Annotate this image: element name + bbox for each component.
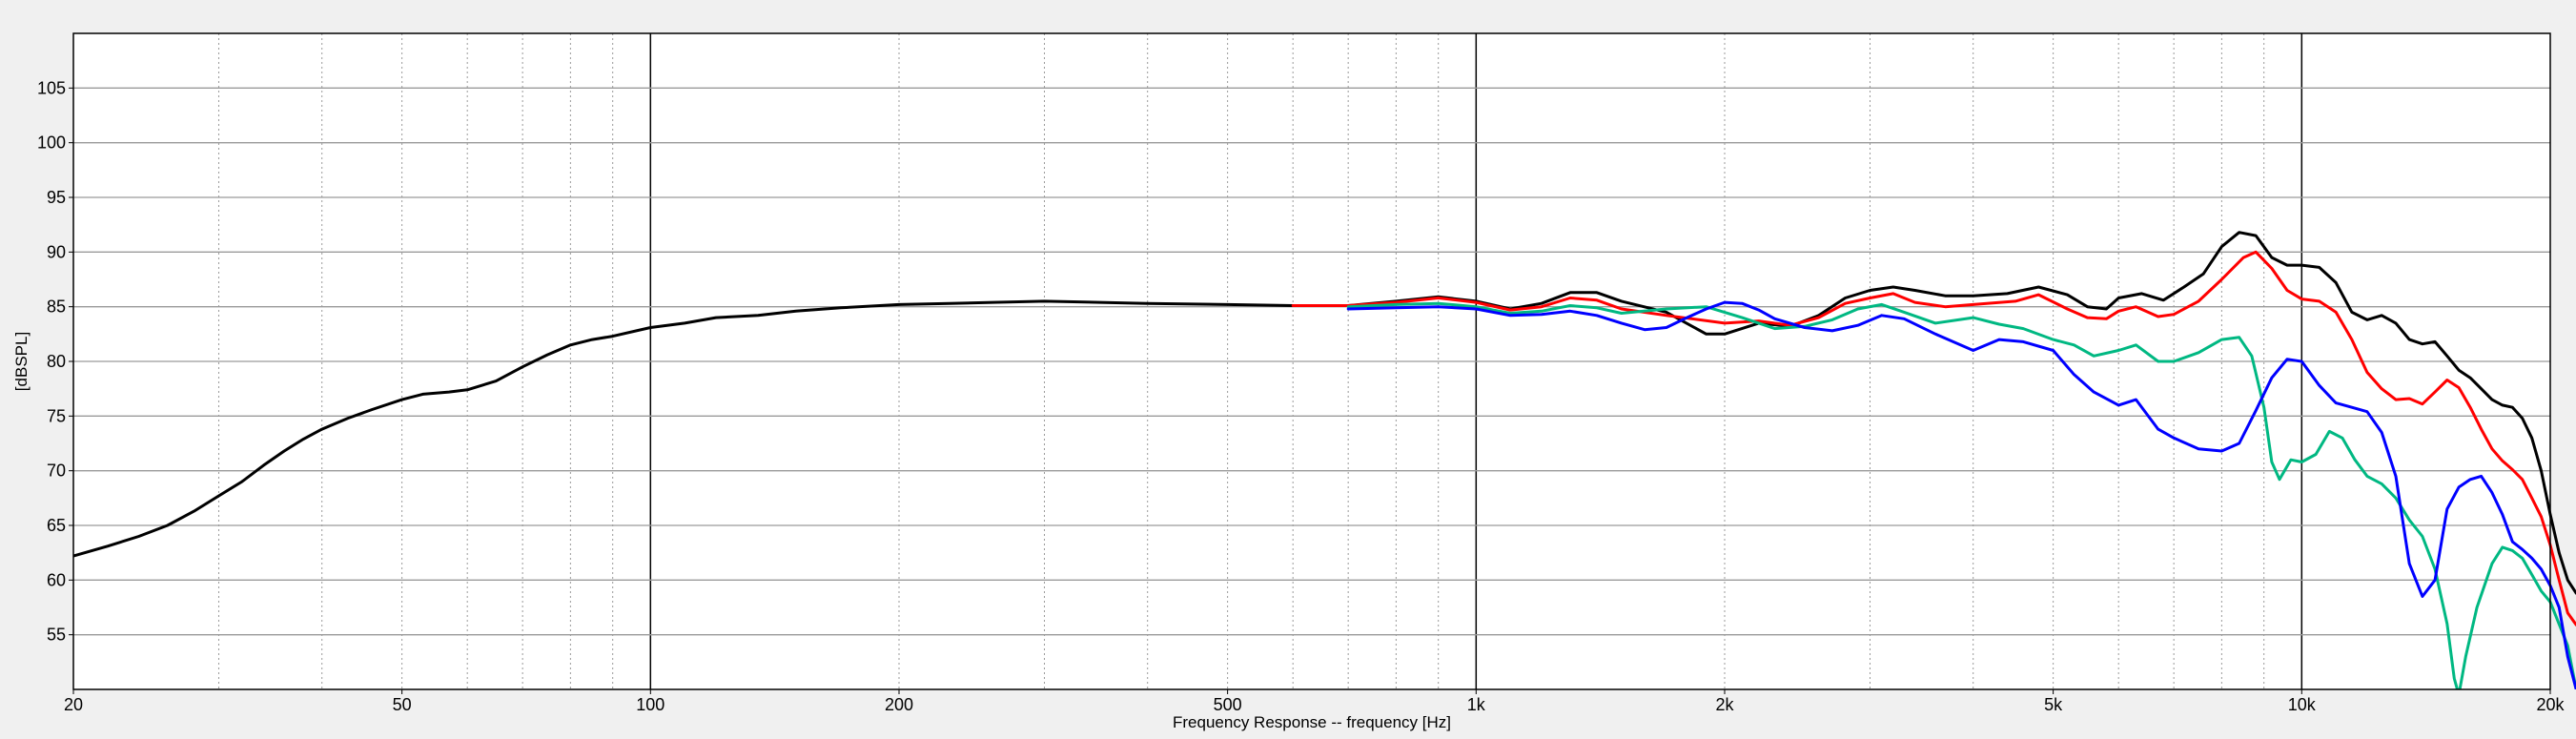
y-tick-label: 95	[47, 188, 66, 207]
x-tick-labels: 20 50 100 200 500 1k 2k 5k 10k 20k	[64, 689, 2566, 714]
series-line	[73, 231, 2576, 595]
major-gridlines	[73, 33, 2550, 689]
y-tick-label: 55	[47, 626, 66, 645]
y-tick-label: 90	[47, 242, 66, 261]
x-axis-label: Frequency Response -- frequency [Hz]	[1173, 713, 1451, 731]
series-line	[1346, 301, 2576, 689]
x-tick-label: 10k	[2288, 695, 2317, 714]
y-tick-label: 60	[47, 570, 66, 589]
y-tick-label: 105	[37, 78, 66, 97]
y-tick-label: 65	[47, 516, 66, 535]
series-line	[1346, 300, 2576, 689]
x-tick-label: 1k	[1467, 695, 1486, 714]
y-tick-label: 80	[47, 352, 66, 371]
x-tick-label: 100	[636, 695, 664, 714]
y-tick-label: 70	[47, 462, 66, 481]
x-tick-label: 20k	[2536, 695, 2565, 714]
x-tick-label: 5k	[2044, 695, 2063, 714]
x-tick-label: 200	[885, 695, 913, 714]
series-line	[1291, 250, 2576, 626]
y-tick-label: 100	[37, 133, 66, 153]
y-tick-label: 75	[47, 406, 66, 425]
x-tick-label: 2k	[1715, 695, 1734, 714]
x-tick-label: 50	[393, 695, 412, 714]
x-tick-label: 20	[64, 695, 83, 714]
y-axis-label: [dBSPL]	[12, 332, 31, 391]
y-tick-label: 85	[47, 298, 66, 317]
series-layer	[73, 231, 2576, 689]
y-tick-labels: 55 60 65 70 75 80 85 90 95 100 105	[37, 78, 73, 645]
x-tick-label: 500	[1214, 695, 1242, 714]
